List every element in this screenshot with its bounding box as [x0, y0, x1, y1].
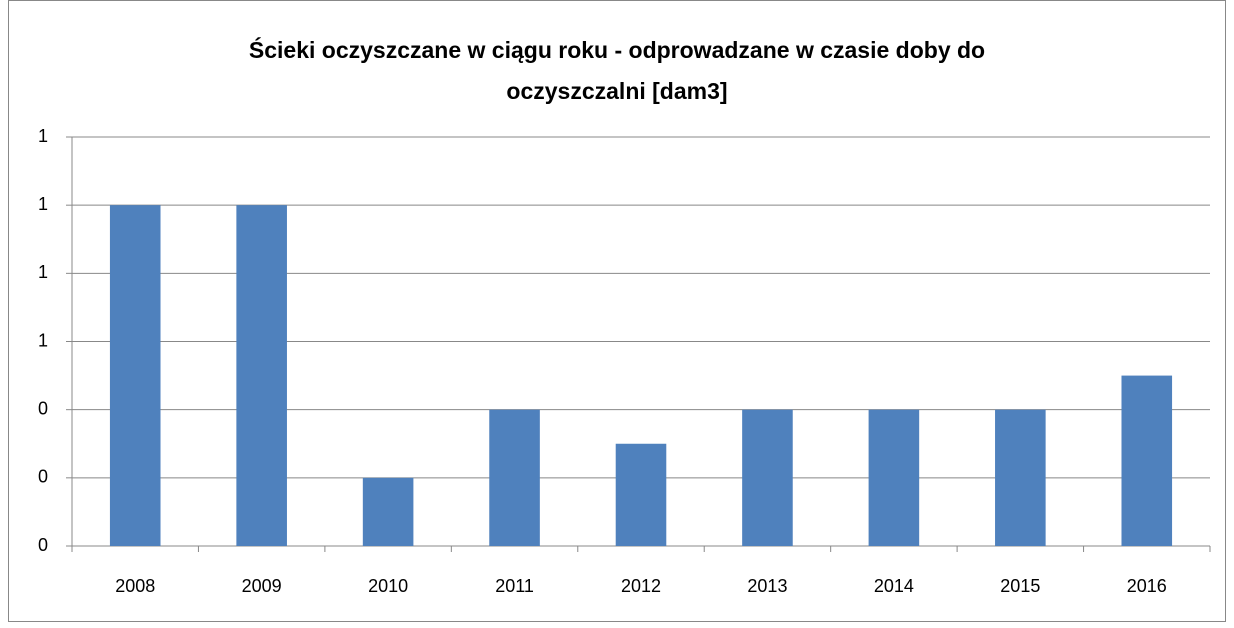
bar	[362, 477, 414, 546]
x-tick-label: 2013	[747, 576, 787, 596]
x-tick-label: 2008	[115, 576, 155, 596]
bar	[615, 443, 667, 546]
chart-frame	[8, 0, 1226, 622]
y-tick-label: 1	[38, 194, 48, 214]
y-tick-label: 0	[38, 398, 48, 418]
y-tick-label: 0	[38, 467, 48, 487]
bar	[995, 409, 1046, 546]
bar	[868, 409, 920, 546]
bar	[1121, 375, 1173, 546]
x-tick-label: 2016	[1127, 576, 1167, 596]
x-tick-label: 2009	[242, 576, 282, 596]
x-tick-label: 2010	[368, 576, 408, 596]
y-tick-label: 1	[38, 330, 48, 350]
x-tick-label: 2014	[874, 576, 914, 596]
bar	[742, 409, 793, 546]
y-tick-label: 1	[38, 262, 48, 282]
x-tick-label: 2015	[1000, 576, 1040, 596]
bar	[109, 205, 161, 546]
bar	[489, 409, 540, 546]
y-tick-label: 1	[38, 126, 48, 146]
chart-title: Ścieki oczyszczane w ciągu roku - odprow…	[248, 37, 986, 104]
y-tick-label: 0	[38, 535, 48, 555]
x-tick-label: 2011	[495, 576, 534, 596]
bar	[236, 205, 287, 546]
x-tick-label: 2012	[621, 576, 661, 596]
